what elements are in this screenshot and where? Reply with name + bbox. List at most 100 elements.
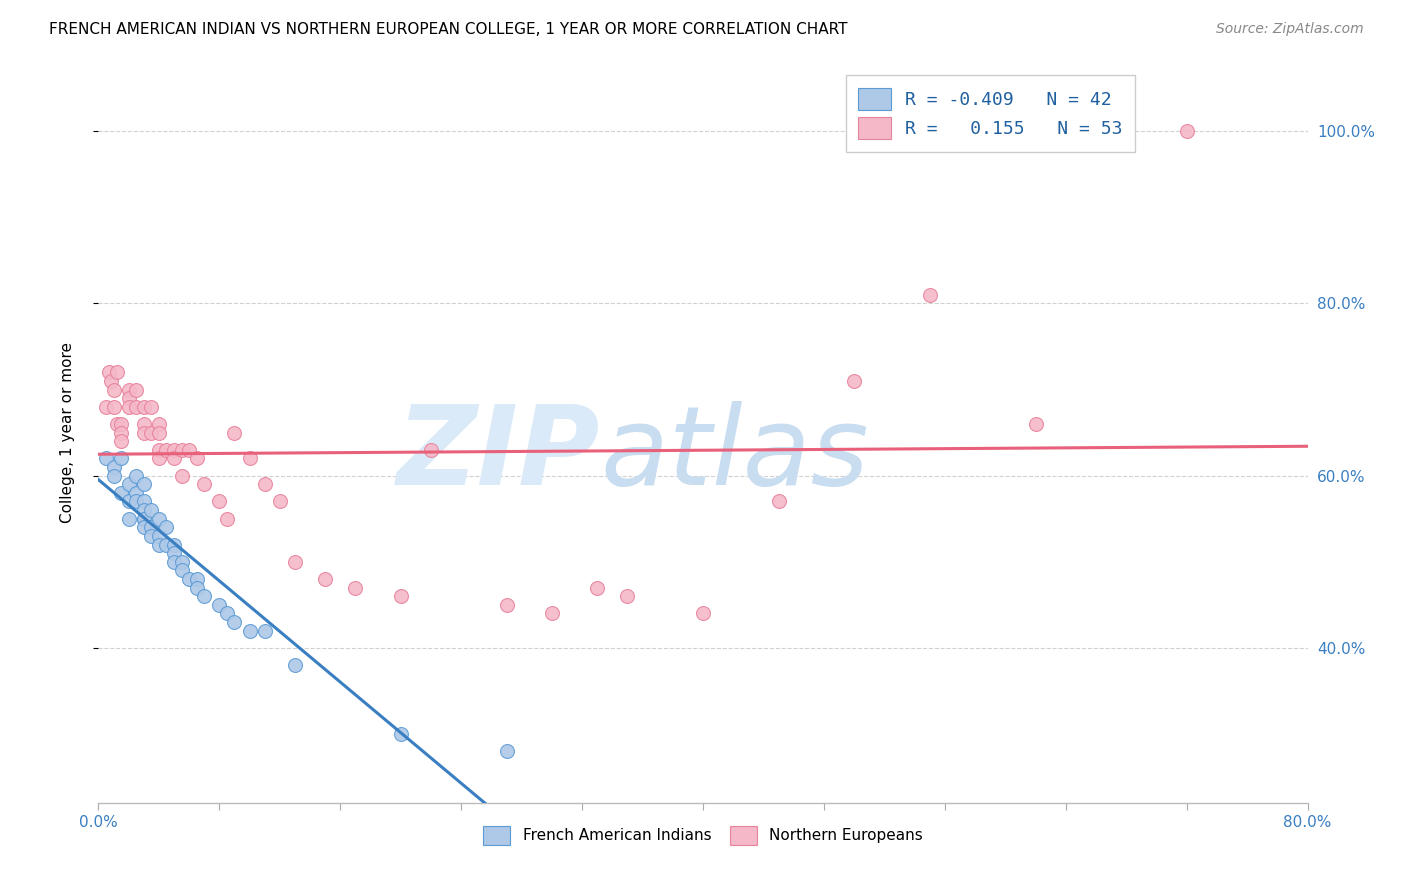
Point [170, 563, 193, 577]
Point [389, 727, 412, 741]
Point [692, 607, 714, 621]
Point [224, 615, 246, 629]
Point [616, 589, 638, 603]
Point [100, 374, 122, 388]
Point [163, 555, 186, 569]
Point [98, 365, 121, 379]
Point [132, 494, 155, 508]
Point [186, 451, 208, 466]
Point [155, 520, 177, 534]
Point [193, 589, 215, 603]
Point [253, 477, 276, 491]
Point [1024, 417, 1046, 431]
Point [118, 400, 141, 414]
Point [193, 477, 215, 491]
Point [141, 400, 163, 414]
Point [118, 494, 141, 508]
Point [208, 494, 231, 508]
Point [170, 468, 193, 483]
Point [344, 581, 367, 595]
Point [148, 529, 170, 543]
Point [155, 442, 177, 457]
Point [132, 400, 155, 414]
Point [420, 442, 443, 457]
Point [141, 520, 163, 534]
Point [103, 460, 125, 475]
Point [768, 494, 790, 508]
Point [163, 442, 186, 457]
Point [132, 512, 155, 526]
Point [163, 451, 186, 466]
Point [389, 589, 412, 603]
Point [179, 442, 201, 457]
Point [132, 425, 155, 440]
Point [170, 442, 193, 457]
Point [141, 529, 163, 543]
Point [110, 417, 132, 431]
Point [186, 581, 208, 595]
Point [125, 486, 148, 500]
Point [170, 555, 193, 569]
Text: FRENCH AMERICAN INDIAN VS NORTHERN EUROPEAN COLLEGE, 1 YEAR OR MORE CORRELATION : FRENCH AMERICAN INDIAN VS NORTHERN EUROP… [49, 22, 848, 37]
Point [148, 417, 170, 431]
Point [1175, 124, 1198, 138]
Point [103, 400, 125, 414]
Point [132, 512, 155, 526]
Point [586, 581, 609, 595]
Point [94, 451, 117, 466]
Point [284, 658, 307, 673]
Point [118, 512, 141, 526]
Point [132, 477, 155, 491]
Point [132, 417, 155, 431]
Point [94, 400, 117, 414]
Point [314, 572, 336, 586]
Point [125, 494, 148, 508]
Point [239, 624, 262, 638]
Point [844, 374, 866, 388]
Point [284, 555, 307, 569]
Text: Source: ZipAtlas.com: Source: ZipAtlas.com [1216, 22, 1364, 37]
Point [148, 425, 170, 440]
Point [186, 572, 208, 586]
Point [155, 537, 177, 551]
Point [105, 365, 128, 379]
Point [495, 744, 517, 758]
Point [141, 503, 163, 517]
Point [105, 417, 128, 431]
Point [148, 442, 170, 457]
Point [215, 512, 238, 526]
Text: ZIP: ZIP [396, 401, 600, 508]
Text: atlas: atlas [600, 401, 869, 508]
Legend: French American Indians, Northern Europeans: French American Indians, Northern Europe… [477, 820, 929, 851]
Point [110, 451, 132, 466]
Point [253, 624, 276, 638]
Y-axis label: College, 1 year or more: College, 1 year or more [60, 343, 75, 523]
Point [148, 512, 170, 526]
Point [125, 400, 148, 414]
Point [148, 451, 170, 466]
Point [125, 468, 148, 483]
Point [118, 477, 141, 491]
Point [110, 434, 132, 449]
Point [110, 425, 132, 440]
Point [179, 572, 201, 586]
Point [215, 607, 238, 621]
Point [118, 383, 141, 397]
Point [239, 451, 262, 466]
Point [224, 425, 246, 440]
Point [141, 425, 163, 440]
Point [495, 598, 517, 612]
Point [540, 607, 562, 621]
Point [132, 520, 155, 534]
Point [269, 494, 291, 508]
Point [118, 391, 141, 405]
Point [918, 288, 941, 302]
Point [148, 537, 170, 551]
Point [163, 537, 186, 551]
Point [132, 503, 155, 517]
Point [103, 468, 125, 483]
Point [208, 598, 231, 612]
Point [103, 383, 125, 397]
Point [163, 546, 186, 560]
Point [125, 383, 148, 397]
